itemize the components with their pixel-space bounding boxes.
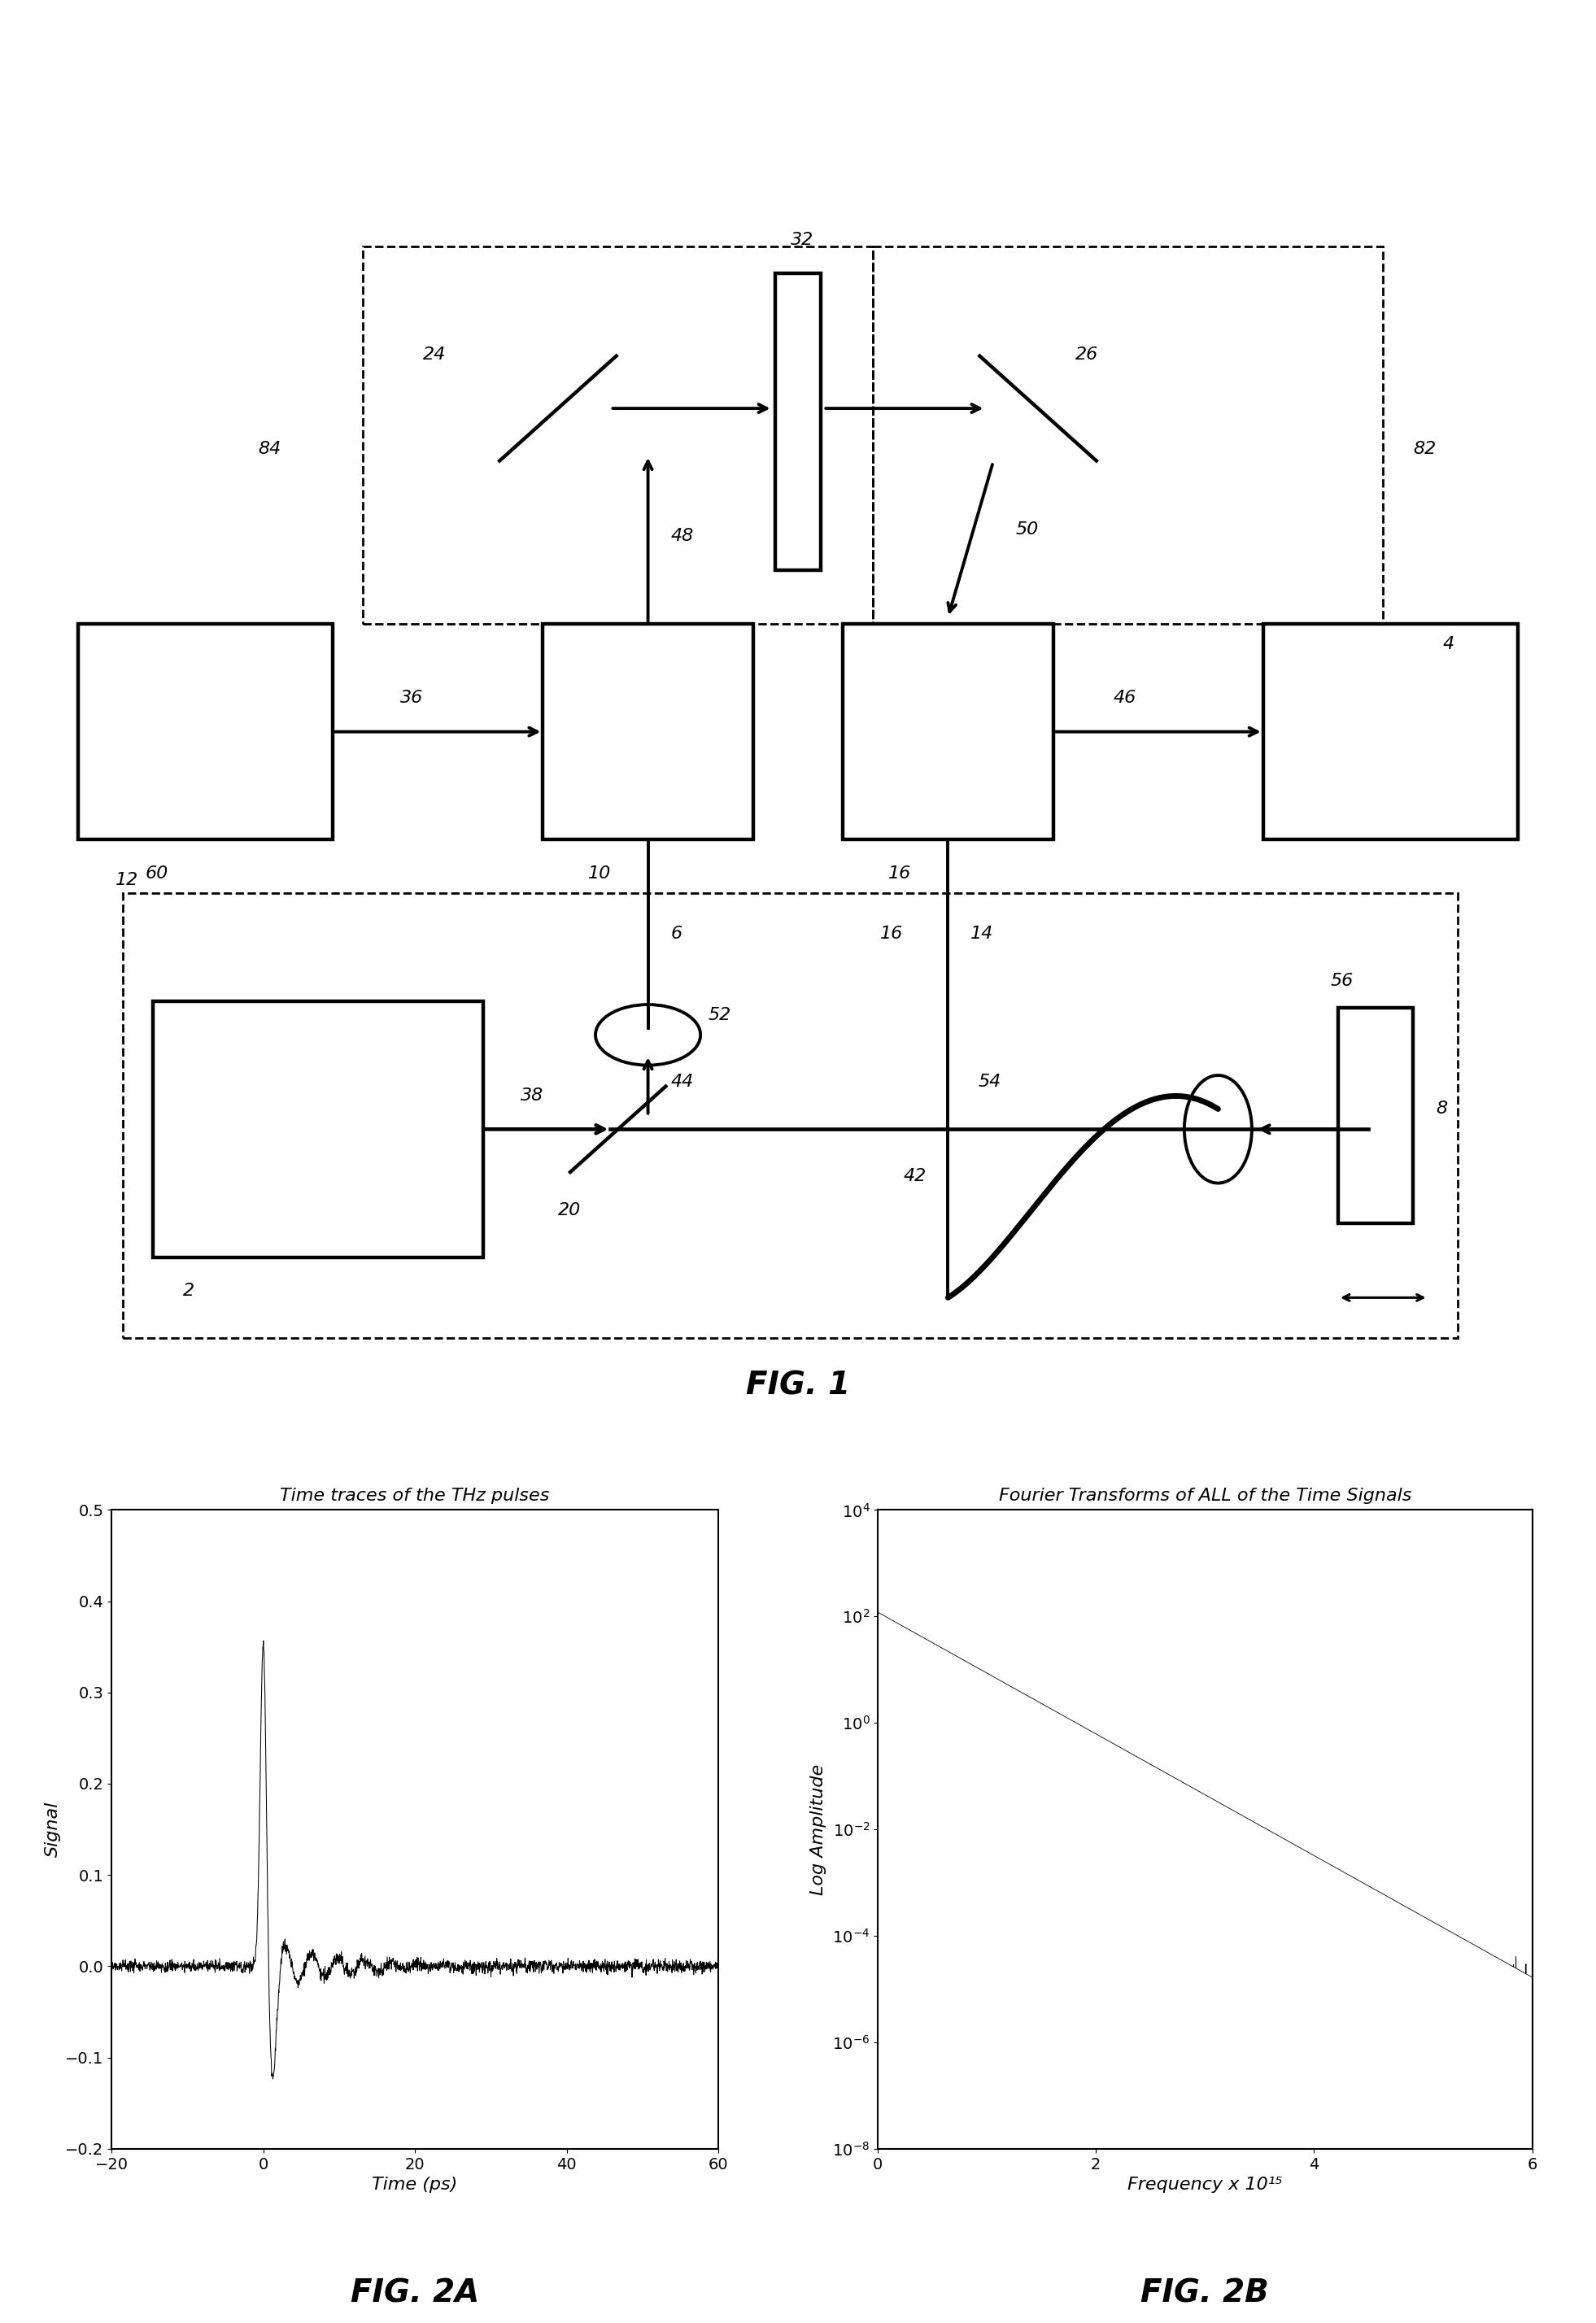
Text: 42: 42: [903, 1168, 926, 1185]
Text: 2: 2: [184, 1282, 195, 1299]
Title: Time traces of the THz pulses: Time traces of the THz pulses: [281, 1489, 549, 1505]
Bar: [78, 625, 334, 839]
Bar: [873, 246, 1384, 625]
Title: Fourier Transforms of ALL of the Time Signals: Fourier Transforms of ALL of the Time Si…: [999, 1489, 1411, 1505]
X-axis label: Frequency x 10¹⁵: Frequency x 10¹⁵: [1127, 2177, 1283, 2193]
Text: 10: 10: [587, 864, 611, 880]
Bar: [123, 894, 1459, 1338]
Bar: [1262, 625, 1518, 839]
Text: 48: 48: [670, 527, 693, 544]
Bar: [1337, 1008, 1412, 1224]
Text: 82: 82: [1412, 441, 1436, 458]
Text: 38: 38: [520, 1087, 543, 1103]
Y-axis label: Signal: Signal: [45, 1803, 61, 1856]
Text: 26: 26: [1076, 346, 1098, 362]
Text: 12: 12: [115, 871, 139, 887]
Text: 46: 46: [1112, 690, 1136, 706]
Text: 54: 54: [978, 1073, 1001, 1089]
Bar: [362, 246, 873, 625]
Text: 36: 36: [401, 690, 423, 706]
Text: 16: 16: [887, 864, 911, 880]
Y-axis label: Log Amplitude: Log Amplitude: [811, 1763, 827, 1896]
Text: 56: 56: [1331, 973, 1353, 990]
Bar: [776, 274, 820, 569]
Text: FIG. 1: FIG. 1: [745, 1371, 851, 1401]
Text: 14: 14: [970, 925, 993, 943]
Text: 20: 20: [559, 1201, 581, 1217]
Text: 50: 50: [1015, 520, 1039, 539]
Text: 16: 16: [879, 925, 903, 943]
Bar: [153, 1001, 484, 1257]
Text: 52: 52: [709, 1006, 731, 1022]
Text: FIG. 2A: FIG. 2A: [351, 2277, 479, 2309]
Text: 24: 24: [423, 346, 445, 362]
X-axis label: Time (ps): Time (ps): [372, 2177, 458, 2193]
Text: 32: 32: [790, 232, 814, 249]
Text: 44: 44: [670, 1073, 693, 1089]
Bar: [843, 625, 1053, 839]
Text: 84: 84: [259, 441, 281, 458]
Bar: [543, 625, 753, 839]
Text: 60: 60: [145, 864, 168, 880]
Text: 4: 4: [1443, 637, 1454, 653]
Text: 6: 6: [670, 925, 681, 943]
Text: FIG. 2B: FIG. 2B: [1141, 2277, 1269, 2309]
Text: 8: 8: [1436, 1101, 1448, 1117]
